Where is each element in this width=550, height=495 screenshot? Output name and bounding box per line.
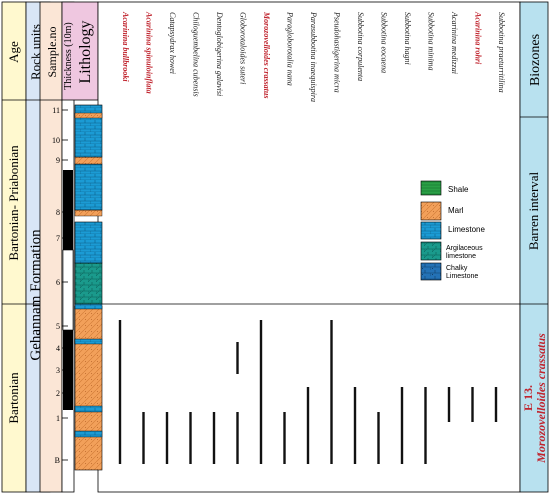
range-bar (283, 412, 286, 464)
legend-label-limestone: Limestone (448, 225, 485, 234)
formation-label: Gehannam Formation (28, 229, 44, 361)
species-name: Subbotina praeturritilina (497, 12, 506, 93)
biozone-column (519, 1, 549, 493)
age-lower: Bartonian (6, 372, 21, 424)
lithology-limestone-upper (74, 163, 103, 211)
species-name: Subbotina hagni (403, 12, 412, 65)
species-name: Subbotina corpulenta (356, 12, 365, 81)
legend-label-chalky: Chalky Limestone (446, 265, 478, 280)
sample-label: 8 (56, 208, 60, 217)
species-name: Acarinina medizzai (450, 11, 459, 74)
legend-swatch-marl (420, 201, 442, 221)
range-bar (212, 412, 216, 464)
lithology-column (74, 104, 103, 471)
range-bar (400, 387, 404, 464)
legend-swatch-chalky (420, 262, 442, 281)
species-name: Paragloborotalia nana (286, 11, 295, 86)
lithology-limestone-band (74, 303, 103, 310)
zone-code-label: E 13. (521, 385, 535, 411)
age-column (1, 1, 27, 493)
lithology-limestone-middle (74, 221, 103, 264)
range-bar (259, 320, 263, 464)
range-bar (236, 412, 239, 464)
range-bar (447, 387, 451, 422)
species-name: Subbotina eocaena (380, 12, 389, 73)
sample-label: 1 (56, 414, 60, 423)
legend-label-argillaceous: Argilaceous limestone (446, 245, 485, 260)
species-name: Dentoglobigerina galavisi (215, 11, 224, 96)
range-bar (377, 412, 380, 464)
species-name: Acarinina spinuloinflata (145, 11, 154, 94)
sample-label: 11 (52, 106, 60, 115)
species-name: Parasubbotina inaequispira (309, 11, 318, 102)
lithology-limestone-band (74, 338, 103, 345)
lithology-title: Lithology (77, 20, 94, 83)
range-bar (236, 342, 239, 374)
biozones-header: Biozones (528, 34, 543, 86)
legend-label-shale: Shale (448, 185, 469, 194)
sample-label: 2 (56, 389, 60, 398)
range-bar (189, 412, 192, 464)
legend-swatch-argillaceous (420, 241, 442, 261)
sample-label: 9 (56, 156, 60, 165)
species-name: Globorotaloides suteri (239, 12, 248, 84)
legend-swatch-shale (420, 180, 442, 196)
sample-header: Sample.no (45, 27, 59, 78)
lithology-argillaceous-limestone (74, 262, 103, 305)
lithology-legend: Shale Marl Limestone Argilaceous limesto… (420, 180, 485, 281)
range-bar (165, 412, 169, 464)
legend-swatch-limestone (420, 221, 442, 240)
lithology-marl-band (74, 209, 103, 217)
species-name: Catapsydrax howei (168, 12, 177, 74)
range-bar (118, 320, 122, 464)
thickness-header: Thickness (10m) (63, 22, 74, 90)
sample-label: B (55, 456, 60, 465)
range-bar (424, 387, 427, 464)
lithology-marl-band (74, 112, 103, 119)
sample-label: 6 (56, 278, 60, 287)
range-bar (353, 387, 357, 464)
lithology-marl-band (74, 156, 103, 165)
thickness-scale-bar (62, 170, 74, 410)
sample-label: 5 (56, 322, 60, 331)
sample-label: 3 (56, 366, 60, 375)
range-bar (330, 320, 333, 464)
lithology-limestone-band (74, 430, 103, 438)
species-names: Acarinina bullbrooki Acarinina spinuloinf… (121, 11, 506, 102)
zone-species-label: Morozovelloides crassatus (534, 333, 548, 464)
species-name: Subbotina minima (427, 12, 436, 70)
age-header: Age (6, 41, 21, 63)
species-name: Acarinina bullbrooki (121, 11, 130, 82)
barren-interval-label: Barren interval (526, 171, 541, 250)
sample-ticks: 11 10 9 8 7 6 5 4 3 2 1 B (52, 106, 68, 465)
species-name: Acarinina rohri (474, 11, 483, 65)
species-name: Pseudohastigerina micra (333, 11, 342, 93)
age-upper: Bartonian- Priabonian (6, 145, 21, 261)
range-bar (471, 387, 474, 422)
legend-label-marl: Marl (448, 206, 464, 215)
sample-label: 10 (52, 136, 60, 145)
species-name: Chiloguembelina cubensis (192, 12, 201, 97)
sample-label: 7 (56, 234, 60, 243)
lithology-marl-bottom (74, 305, 103, 471)
rock-units-header: Rock units (28, 24, 43, 80)
lithology-limestone-band (74, 405, 103, 413)
range-bar (306, 387, 310, 464)
range-bar (494, 387, 498, 422)
range-bar (142, 412, 145, 464)
species-name: Morozovelloides crassatus (262, 11, 271, 98)
range-bars (118, 320, 498, 464)
sample-label: 4 (56, 344, 60, 353)
